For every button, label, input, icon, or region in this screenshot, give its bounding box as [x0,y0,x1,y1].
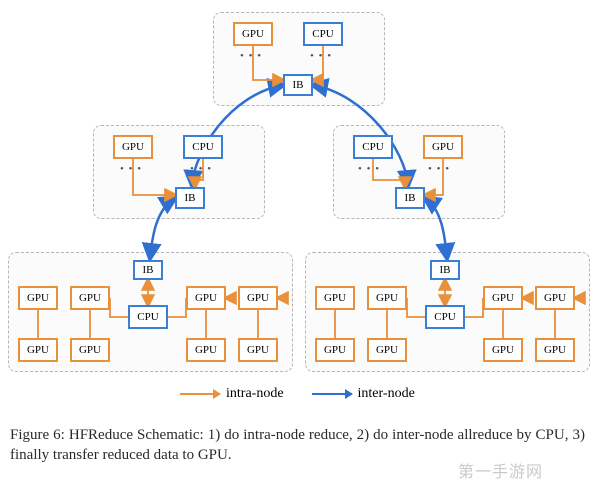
ib-chip: IB [283,74,313,96]
ib-chip: IB [395,187,425,209]
ellipsis-icon: • • • [120,163,142,175]
legend-inter: inter-node [312,386,415,402]
legend-inter-label: inter-node [358,386,415,402]
gpu-chip: GPU [113,135,153,159]
hfreduce-diagram: • • • • • • • • • • • • • • • • • • GPU CPU IB G… [0,0,595,420]
gpu-chip: GPU [315,338,355,362]
ib-chip: IB [430,260,460,280]
gpu-chip: GPU [233,22,273,46]
legend: intra-node inter-node [180,386,415,402]
gpu-chip: GPU [18,286,58,310]
watermark: 第一手游网 [458,458,543,482]
ellipsis-icon: • • • [310,50,332,62]
gpu-chip: GPU [238,338,278,362]
intra-arrow-icon [180,393,220,395]
ellipsis-icon: • • • [240,50,262,62]
gpu-chip: GPU [70,338,110,362]
ellipsis-icon: • • • [358,163,380,175]
gpu-chip: GPU [186,338,226,362]
ellipsis-icon: • • • [428,163,450,175]
gpu-chip: GPU [483,286,523,310]
cpu-chip: CPU [353,135,393,159]
gpu-chip: GPU [70,286,110,310]
cpu-chip: CPU [303,22,343,46]
gpu-chip: GPU [423,135,463,159]
gpu-chip: GPU [186,286,226,310]
gpu-chip: GPU [535,286,575,310]
cpu-chip: CPU [425,305,465,329]
gpu-chip: GPU [535,338,575,362]
legend-intra: intra-node [180,386,284,402]
ib-chip: IB [133,260,163,280]
gpu-chip: GPU [367,286,407,310]
legend-intra-label: intra-node [226,386,284,402]
inter-arrow-icon [312,393,352,395]
cpu-chip: CPU [128,305,168,329]
gpu-chip: GPU [483,338,523,362]
gpu-chip: GPU [238,286,278,310]
gpu-chip: GPU [315,286,355,310]
gpu-chip: GPU [18,338,58,362]
ellipsis-icon: • • • [190,163,212,175]
cpu-chip: CPU [183,135,223,159]
gpu-chip: GPU [367,338,407,362]
ib-chip: IB [175,187,205,209]
